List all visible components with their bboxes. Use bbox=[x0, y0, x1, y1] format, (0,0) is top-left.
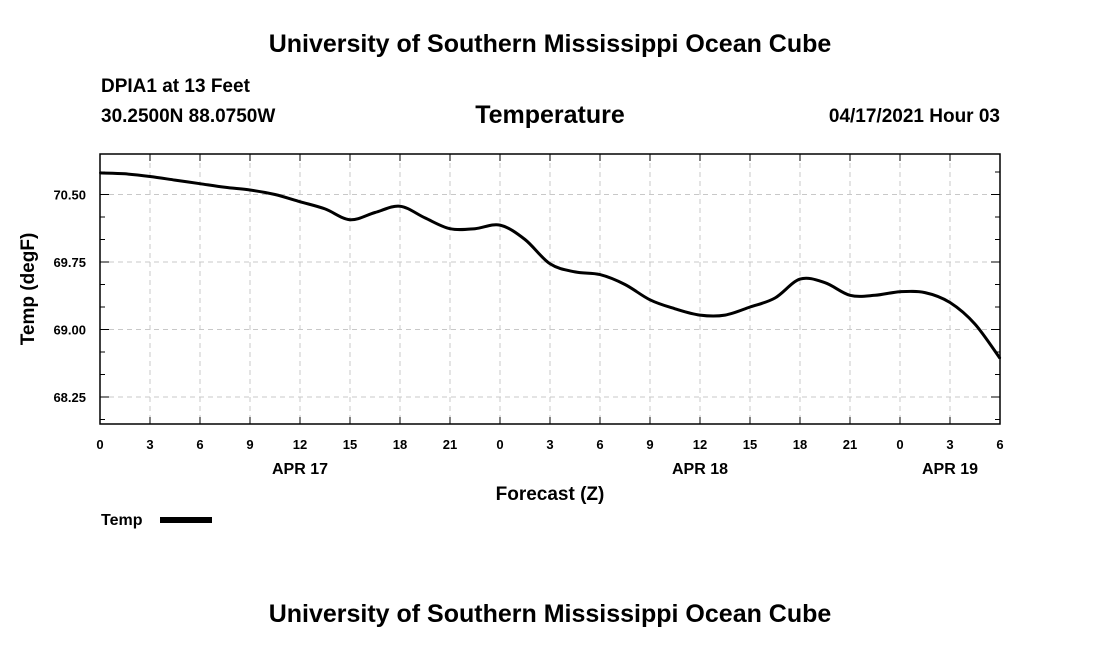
x-tick-label: 15 bbox=[343, 437, 357, 452]
x-tick-label: 9 bbox=[246, 437, 253, 452]
page-title: University of Southern Mississippi Ocean… bbox=[268, 30, 832, 58]
data-point-temp bbox=[149, 175, 151, 178]
data-point-temp bbox=[674, 307, 676, 310]
series-layer bbox=[99, 171, 1002, 360]
legend: Temp bbox=[101, 512, 212, 529]
data-point-temp bbox=[374, 211, 376, 214]
axes: 0 3 6 9 12 15 18 21 0 3 6 9 12 15 18 21 0 3 6 68.25 69.00 69.… bbox=[53, 154, 1004, 478]
data-point-temp bbox=[199, 182, 201, 185]
data-point-temp bbox=[974, 323, 976, 326]
data-point-temp bbox=[524, 238, 526, 241]
data-point-temp bbox=[299, 200, 301, 203]
y-tick-label: 69.00 bbox=[53, 323, 86, 338]
x-tick-label: 15 bbox=[743, 437, 757, 452]
x-tick-label: 18 bbox=[393, 437, 407, 452]
data-point-temp bbox=[549, 262, 551, 265]
data-point-temp bbox=[174, 179, 176, 182]
data-point-temp bbox=[599, 273, 601, 276]
data-point-temp bbox=[899, 290, 901, 293]
data-point-temp bbox=[774, 297, 776, 299]
chart-title: Temperature bbox=[475, 101, 625, 129]
date-label: APR 19 bbox=[922, 461, 978, 478]
x-tick-label: 0 bbox=[496, 437, 503, 452]
date-label: APR 18 bbox=[672, 461, 728, 478]
y-axis-label: Temp (degF) bbox=[18, 233, 39, 346]
data-point-temp bbox=[474, 227, 476, 230]
data-point-temp bbox=[749, 306, 751, 308]
data-point-temp bbox=[724, 314, 726, 317]
data-point-temp bbox=[499, 224, 501, 227]
y-tick-label: 69.75 bbox=[53, 255, 86, 270]
x-tick-label: 6 bbox=[196, 437, 203, 452]
x-tick-label: 0 bbox=[896, 437, 903, 452]
data-point-temp bbox=[249, 189, 251, 191]
x-tick-label: 12 bbox=[693, 437, 707, 452]
y-tick-label: 70.50 bbox=[53, 188, 86, 203]
data-point-temp bbox=[824, 281, 826, 284]
data-point-temp bbox=[274, 193, 276, 196]
footer-title: University of Southern Mississippi Ocean… bbox=[268, 600, 832, 628]
data-point-temp bbox=[949, 301, 951, 304]
x-tick-label: 6 bbox=[996, 437, 1003, 452]
y-tick-label: 68.25 bbox=[53, 390, 86, 405]
x-tick-label: 0 bbox=[96, 437, 103, 452]
x-tick-label: 12 bbox=[293, 437, 307, 452]
x-tick-label: 21 bbox=[843, 437, 857, 452]
x-tick-label: 6 bbox=[596, 437, 603, 452]
forecast-datetime: 04/17/2021 Hour 03 bbox=[828, 106, 1000, 127]
data-point-temp bbox=[349, 218, 351, 221]
date-label: APR 17 bbox=[272, 461, 328, 478]
x-tick-label: 3 bbox=[146, 437, 153, 452]
data-point-temp bbox=[849, 294, 851, 297]
data-point-temp bbox=[424, 216, 426, 219]
data-point-temp bbox=[874, 294, 876, 297]
data-point-temp bbox=[324, 207, 326, 210]
x-tick-label: 3 bbox=[946, 437, 953, 452]
legend-label-temp: Temp bbox=[101, 512, 143, 529]
data-point-temp bbox=[699, 314, 701, 317]
data-point-temp bbox=[224, 186, 226, 189]
data-point-temp bbox=[649, 298, 651, 301]
grid-lines bbox=[100, 154, 1000, 424]
x-tick-label: 21 bbox=[443, 437, 457, 452]
data-point-temp bbox=[399, 205, 401, 208]
data-point-temp bbox=[574, 270, 576, 273]
x-tick-label: 18 bbox=[793, 437, 807, 452]
x-tick-label: 3 bbox=[546, 437, 553, 452]
station-coordinates: 30.2500N 88.0750W bbox=[101, 106, 276, 127]
data-point-temp bbox=[924, 291, 926, 294]
x-axis-label: Forecast (Z) bbox=[496, 484, 605, 505]
data-point-temp bbox=[624, 283, 626, 286]
data-point-temp bbox=[449, 227, 451, 230]
station-name: DPIA1 at 13 Feet bbox=[101, 76, 250, 97]
x-tick-label: 9 bbox=[646, 437, 653, 452]
data-point-temp bbox=[799, 278, 801, 281]
data-point-temp bbox=[124, 172, 126, 175]
